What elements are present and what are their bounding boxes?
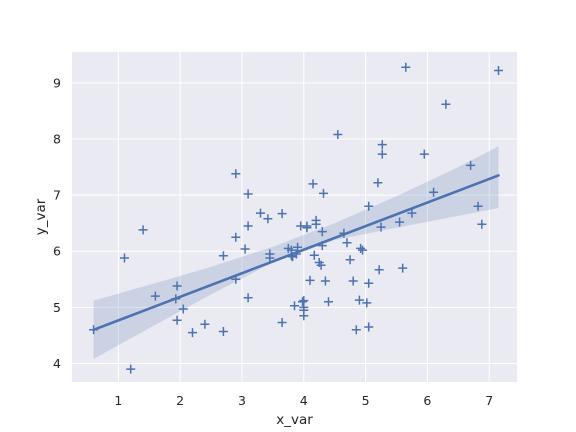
scatter-point [277,318,287,327]
scatter-point [362,298,372,308]
scatter-point [364,278,374,288]
scatter-point [89,325,99,335]
scatter-point [354,295,364,305]
x-tick-label: 5 [362,393,370,408]
scatter-point [120,253,129,263]
y-tick-labels: 4 5 6 7 8 9 [53,75,61,371]
scatter-point [293,242,303,252]
scatter-point [200,319,210,329]
scatter-point [256,208,265,218]
scatter-point [290,301,299,311]
scatter-point [263,214,273,224]
scatter-point [364,201,374,211]
scatter-point [171,294,181,304]
y-tick-label: 7 [53,188,61,203]
scatter-point [348,276,358,286]
scatter-point [429,187,439,197]
x-tick-label: 3 [238,393,246,408]
scatter-point [178,304,188,314]
scatter-point [302,223,312,233]
scatter-point [317,241,327,251]
scatter-point [494,66,503,75]
scatter-point [240,244,250,254]
scatter-point [473,201,483,211]
scatter-point [291,249,301,259]
scatter-point [286,251,296,261]
scatter-point [376,222,386,232]
scatter-point [401,62,411,72]
scatter-point [317,227,327,237]
scatter-point [441,99,451,109]
scatter-point [364,322,374,332]
scatter-point [333,130,343,139]
x-tick-labels: 1 2 3 4 5 6 7 [114,393,493,408]
scatter-points [89,62,503,374]
y-tick-label: 5 [53,300,61,315]
scatter-point [243,189,253,199]
scatter-point [138,225,148,235]
grid-lines [72,52,517,382]
scatter-point [243,293,253,303]
scatter-point [231,232,241,242]
scatter-point [374,265,384,275]
y-axis-label: y_var [33,198,49,235]
scatter-point [311,219,321,229]
scatter-point [356,243,366,253]
scatter-point [218,327,228,336]
scatter-point [243,221,253,231]
scatter-point [188,328,197,338]
scatter-point [277,209,287,219]
scatter-point [345,255,355,265]
scatter-point [150,291,160,301]
scatter-point [320,276,330,286]
scatter-point [358,245,367,255]
scatter-point [407,208,417,218]
scatter-point [231,274,241,284]
x-tick-label: 4 [300,393,308,408]
scatter-point [218,251,228,261]
scatter-point [477,219,487,229]
scatter-point [265,253,275,263]
scatter-point [466,160,476,170]
scatter-point [351,325,361,335]
scatter-point [419,149,429,159]
x-tick-label: 2 [176,393,184,408]
plot-background [72,52,517,382]
scatter-point [342,238,352,248]
scatter-point [395,217,405,227]
scatter-point [339,228,349,238]
scatter-point [299,311,309,321]
scatter-point [172,281,182,291]
y-tick-label: 9 [53,75,61,90]
scatter-point [309,250,319,260]
scatter-point [377,140,387,150]
scatter-point [324,297,333,307]
y-tick-label: 6 [53,244,61,259]
x-tick-label: 6 [423,393,431,408]
scatter-point [373,178,383,188]
x-tick-label: 1 [114,393,122,408]
y-tick-label: 4 [53,356,61,371]
scatter-point [308,179,318,189]
y-tick-label: 8 [53,131,61,146]
scatter-point [398,263,408,273]
scatter-point [298,297,307,307]
scatter-point [319,188,328,198]
scatter-point [172,315,182,325]
scatter-point [377,149,387,159]
scatter-point [305,275,315,285]
x-tick-label: 7 [485,393,493,408]
scatter-point [126,364,136,374]
scatter-point [231,169,241,179]
x-axis-label: x_var [276,412,313,428]
scatter-point [316,260,326,270]
